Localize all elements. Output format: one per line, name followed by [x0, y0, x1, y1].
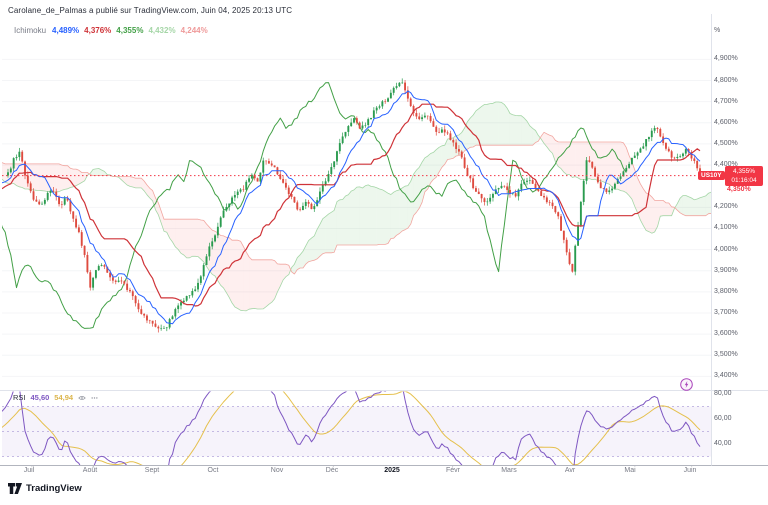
time-axis-label: Févr	[446, 467, 460, 474]
price-axis-label: 4,500%	[714, 139, 738, 147]
time-axis-label: Oct	[207, 467, 219, 474]
price-axis-label: 4,400%	[714, 161, 738, 169]
time-axis-label: 2025	[384, 467, 400, 474]
eye-icon[interactable]	[78, 395, 86, 401]
countdown-timer: 01:16:04	[731, 177, 757, 184]
price-axis-label: 4,100%	[714, 224, 738, 232]
tradingview-logo-icon[interactable]	[8, 483, 22, 494]
time-axis-label: Juil	[23, 467, 35, 474]
lead-a-value: 4,432%	[148, 26, 176, 35]
lagging-span-value: 4,355%	[116, 26, 144, 35]
rsi-axis-label: 40,00	[714, 440, 732, 447]
time-axis-label: Mars	[501, 467, 517, 474]
price-axis-label: 4,700%	[714, 97, 738, 105]
price-axis-label: 3,400%	[714, 372, 738, 380]
price-axis-label: 4,000%	[714, 245, 738, 253]
time-axis-label: Sept	[144, 467, 160, 474]
time-axis-label: Avr	[564, 467, 576, 474]
more-icon[interactable]	[91, 395, 98, 401]
rsi-ma-value: 54,94	[54, 393, 74, 402]
price-axis-label: 3,900%	[714, 266, 738, 274]
price-axis-label: 4,200%	[714, 203, 738, 211]
rsi-axis-label: 80,00	[714, 390, 732, 397]
price-axis-label: 4,900%	[714, 55, 738, 63]
price-axis-label: 3,600%	[714, 330, 738, 338]
indicator-name: Ichimoku	[14, 26, 47, 35]
last-price-label: 4,355% 01:16:04	[725, 166, 763, 186]
horizontal-line-price-label: 4,350%	[727, 186, 751, 193]
price-axis-unit: %	[714, 27, 721, 34]
rsi-indicator-name: RSI	[13, 393, 26, 402]
conversion-line-value: 4,489%	[52, 26, 80, 35]
rsi-axis-label: 60,00	[714, 415, 732, 422]
tradingview-brand-text[interactable]: TradingView	[26, 483, 82, 494]
time-axis-label: Août	[82, 467, 98, 474]
boost-lightning-button[interactable]	[679, 377, 694, 392]
price-axis-label: 3,700%	[714, 309, 738, 316]
time-axis-label: Mai	[624, 467, 636, 474]
price-axis-label: 4,600%	[714, 118, 738, 126]
price-axis-label: 3,800%	[714, 287, 738, 295]
footer: TradingView	[8, 483, 82, 494]
ichimoku-values: 4,489% 4,376% 4,355% 4,432% 4,244%	[52, 26, 208, 35]
price-axis-label: 4,800%	[714, 76, 738, 84]
lightning-icon	[684, 381, 689, 388]
rsi-legend: RSI 45,60 54,94	[13, 393, 98, 402]
time-axis-label: Déc	[325, 467, 339, 474]
time-axis-label: Nov	[270, 467, 284, 474]
time-axis-label: Juin	[683, 467, 697, 474]
lead-b-value: 4,244%	[180, 26, 208, 35]
symbol-price-tag: US10Y	[698, 171, 725, 180]
attribution-text: Carolane_de_Palmas a publié sur TradingV…	[8, 6, 293, 15]
rsi-value: 45,60	[30, 393, 50, 402]
price-axis-label: 3,500%	[714, 351, 738, 359]
ichimoku-legend: Ichimoku 4,489% 4,376% 4,355% 4,432% 4,244%	[14, 26, 208, 35]
base-line-value: 4,376%	[84, 26, 112, 35]
last-price-value: 4,355%	[732, 168, 756, 175]
